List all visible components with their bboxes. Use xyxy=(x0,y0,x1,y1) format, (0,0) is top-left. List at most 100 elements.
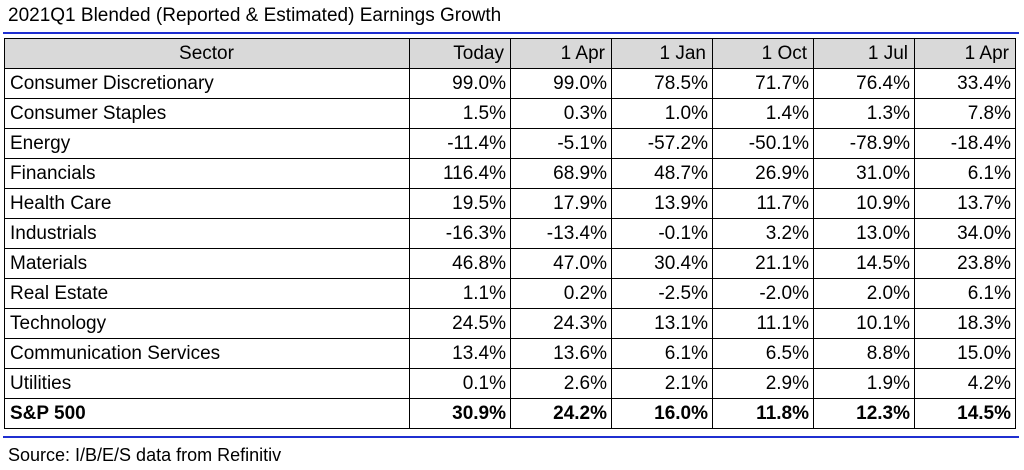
value-cell: 99.0% xyxy=(409,68,511,99)
value-cell: 16.0% xyxy=(611,398,713,429)
value-cell: 21.1% xyxy=(712,248,814,279)
value-cell: 48.7% xyxy=(611,158,713,189)
source-divider xyxy=(3,436,1019,438)
sector-cell: Communication Services xyxy=(4,338,410,369)
value-cell: 1.5% xyxy=(409,98,511,129)
value-cell: 2.9% xyxy=(712,368,814,399)
source-note: Source: I/B/E/S data from Refinitiv xyxy=(8,445,282,465)
value-cell: 26.9% xyxy=(712,158,814,189)
value-cell: 1.3% xyxy=(813,98,915,129)
column-header-1-oct: 1 Oct xyxy=(712,38,814,69)
value-cell: -2.5% xyxy=(611,278,713,309)
value-cell: -18.4% xyxy=(914,128,1016,159)
value-cell: -16.3% xyxy=(409,218,511,249)
value-cell: -0.1% xyxy=(611,218,713,249)
value-cell: 1.0% xyxy=(611,98,713,129)
value-cell: 6.5% xyxy=(712,338,814,369)
value-cell: 3.2% xyxy=(712,218,814,249)
value-cell: 34.0% xyxy=(914,218,1016,249)
value-cell: 14.5% xyxy=(813,248,915,279)
value-cell: 13.9% xyxy=(611,188,713,219)
sector-cell: Consumer Discretionary xyxy=(4,68,410,99)
value-cell: 13.7% xyxy=(914,188,1016,219)
table-row: Materials 46.8% 47.0% 30.4% 21.1% 14.5% 23.8% xyxy=(4,248,1016,279)
value-cell: 19.5% xyxy=(409,188,511,219)
table-row: Utilities 0.1% 2.6% 2.1% 2.9% 1.9% 4.2% xyxy=(4,368,1016,399)
table-row: Real Estate 1.1% 0.2% -2.5% -2.0% 2.0% 6.1% xyxy=(4,278,1016,309)
sector-cell: Real Estate xyxy=(4,278,410,309)
value-cell: 6.1% xyxy=(914,158,1016,189)
table-row: Consumer Staples 1.5% 0.3% 1.0% 1.4% 1.3% 7.8% xyxy=(4,98,1016,129)
table-row: Health Care 19.5% 17.9% 13.9% 11.7% 10.9% 13.7… xyxy=(4,188,1016,219)
title-divider xyxy=(3,32,1019,34)
value-cell: 10.1% xyxy=(813,308,915,339)
value-cell: -13.4% xyxy=(510,218,612,249)
value-cell: 116.4% xyxy=(409,158,511,189)
value-cell: -50.1% xyxy=(712,128,814,159)
value-cell: 0.1% xyxy=(409,368,511,399)
value-cell: 78.5% xyxy=(611,68,713,99)
column-header-1-apr-prior: 1 Apr xyxy=(914,38,1016,69)
value-cell: -2.0% xyxy=(712,278,814,309)
value-cell: 31.0% xyxy=(813,158,915,189)
value-cell: 1.4% xyxy=(712,98,814,129)
value-cell: 7.8% xyxy=(914,98,1016,129)
value-cell: 47.0% xyxy=(510,248,612,279)
table-row: Industrials -16.3% -13.4% -0.1% 3.2% 13.0% 34.… xyxy=(4,218,1016,249)
table-body: Consumer Discretionary 99.0% 99.0% 78.5% 71.… xyxy=(4,68,1016,429)
value-cell: 30.9% xyxy=(409,398,511,429)
table-row-total: S&P 500 30.9% 24.2% 16.0% 11.8% 12.3% 14.5% xyxy=(4,398,1016,429)
value-cell: 1.9% xyxy=(813,368,915,399)
value-cell: 99.0% xyxy=(510,68,612,99)
value-cell: -5.1% xyxy=(510,128,612,159)
value-cell: 8.8% xyxy=(813,338,915,369)
value-cell: 2.1% xyxy=(611,368,713,399)
column-header-1-jul: 1 Jul xyxy=(813,38,915,69)
value-cell: 2.0% xyxy=(813,278,915,309)
value-cell: 18.3% xyxy=(914,308,1016,339)
value-cell: 10.9% xyxy=(813,188,915,219)
value-cell: 15.0% xyxy=(914,338,1016,369)
value-cell: 68.9% xyxy=(510,158,612,189)
value-cell: 6.1% xyxy=(611,338,713,369)
value-cell: 46.8% xyxy=(409,248,511,279)
value-cell: 13.6% xyxy=(510,338,612,369)
value-cell: 11.8% xyxy=(712,398,814,429)
value-cell: 71.7% xyxy=(712,68,814,99)
value-cell: 24.3% xyxy=(510,308,612,339)
sector-cell: S&P 500 xyxy=(4,398,410,429)
value-cell: 14.5% xyxy=(914,398,1016,429)
value-cell: 23.8% xyxy=(914,248,1016,279)
value-cell: 6.1% xyxy=(914,278,1016,309)
page-title: 2021Q1 Blended (Reported & Estimated) Ea… xyxy=(8,5,502,26)
table-row: Technology 24.5% 24.3% 13.1% 11.1% 10.1% 18.3% xyxy=(4,308,1016,339)
value-cell: 1.1% xyxy=(409,278,511,309)
value-cell: -57.2% xyxy=(611,128,713,159)
column-header-today: Today xyxy=(409,38,511,69)
sector-cell: Consumer Staples xyxy=(4,98,410,129)
column-header-1-jan: 1 Jan xyxy=(611,38,713,69)
value-cell: 0.2% xyxy=(510,278,612,309)
value-cell: 4.2% xyxy=(914,368,1016,399)
table-row: Energy -11.4% -5.1% -57.2% -50.1% -78.9% -18.4… xyxy=(4,128,1016,159)
sector-cell: Health Care xyxy=(4,188,410,219)
sector-cell: Materials xyxy=(4,248,410,279)
value-cell: -11.4% xyxy=(409,128,511,159)
table-row: Consumer Discretionary 99.0% 99.0% 78.5% 71.… xyxy=(4,68,1016,99)
column-header-sector: Sector xyxy=(4,38,410,69)
value-cell: 11.1% xyxy=(712,308,814,339)
sector-cell: Technology xyxy=(4,308,410,339)
value-cell: 24.5% xyxy=(409,308,511,339)
value-cell: 17.9% xyxy=(510,188,612,219)
sector-cell: Energy xyxy=(4,128,410,159)
value-cell: 30.4% xyxy=(611,248,713,279)
table-row: Communication Services 13.4% 13.6% 6.1% 6.5%… xyxy=(4,338,1016,369)
value-cell: 76.4% xyxy=(813,68,915,99)
table-row: Financials 116.4% 68.9% 48.7% 26.9% 31.0% 6.1% xyxy=(4,158,1016,189)
value-cell: 2.6% xyxy=(510,368,612,399)
value-cell: 33.4% xyxy=(914,68,1016,99)
sector-cell: Financials xyxy=(4,158,410,189)
value-cell: 13.1% xyxy=(611,308,713,339)
value-cell: 11.7% xyxy=(712,188,814,219)
value-cell: 12.3% xyxy=(813,398,915,429)
